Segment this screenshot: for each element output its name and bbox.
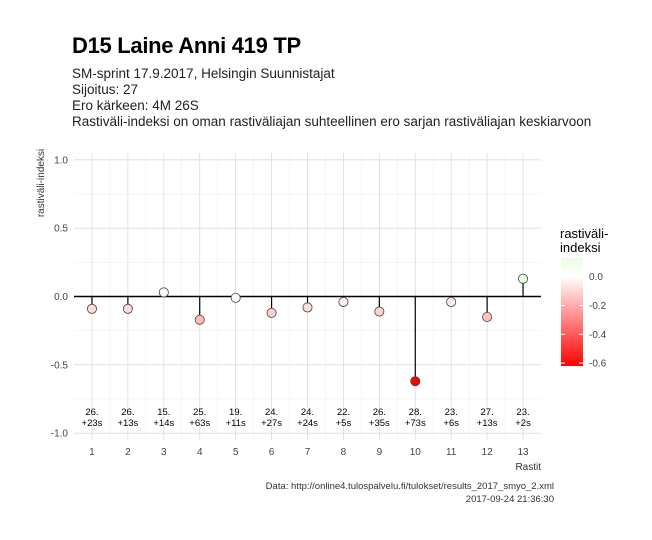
rank-label-8: 22.: [337, 407, 350, 418]
point-1: [86, 303, 97, 314]
y-tick-label: -1.0: [51, 429, 69, 440]
legend-title-line-1: rastiväli-: [560, 226, 608, 241]
rank-label-9: 26.: [373, 407, 386, 418]
x-tick-label: 2: [125, 447, 131, 458]
point-10: [410, 376, 421, 387]
subtitle-line-description: Rastiväli-indeksi on oman rastiväliajan …: [72, 114, 592, 129]
legend-tick-label: -0.4: [589, 330, 607, 341]
point-9: [374, 306, 385, 317]
rank-label-6: 24.: [265, 407, 278, 418]
point-4: [194, 314, 205, 325]
legend-ticks: 0.0 -0.2 -0.4 -0.6: [561, 272, 607, 370]
point-13: [518, 273, 529, 284]
diff-label-8: +5s: [336, 418, 352, 429]
diff-label-13: +2s: [515, 418, 531, 429]
diff-label-7: +24s: [297, 418, 318, 429]
rank-label-11: 23.: [445, 407, 458, 418]
legend-tick-label: -0.6: [589, 359, 607, 370]
diff-label-9: +35s: [369, 418, 390, 429]
diff-label-4: +63s: [189, 418, 210, 429]
subtitle-line-event: SM-sprint 17.9.2017, Helsingin Suunnista…: [72, 66, 335, 81]
x-tick-label: 8: [341, 447, 347, 458]
y-tick-label: 0.5: [54, 224, 68, 235]
data-source-caption: Data: http://online4.tulospalvelu.fi/tul…: [265, 481, 554, 492]
rank-label-13: 23.: [516, 407, 529, 418]
point-12: [482, 311, 493, 322]
rank-label-4: 25.: [193, 407, 206, 418]
x-tick-label: 11: [446, 447, 457, 458]
x-axis: 1 2 3 4 5 6 7 8 9 10 11 12 13: [89, 447, 529, 458]
rank-label-2: 26.: [121, 407, 134, 418]
legend-color-bar: [561, 258, 583, 366]
x-tick-label: 7: [305, 447, 311, 458]
rank-label-3: 15.: [157, 407, 170, 418]
subtitle-line-rank: Sijoitus: 27: [72, 82, 139, 97]
y-tick-label: 0.0: [54, 292, 68, 303]
y-tick-label: -0.5: [51, 360, 69, 371]
chart-title: D15 Laine Anni 419 TP: [72, 33, 301, 58]
diff-label-1: +23s: [82, 418, 103, 429]
point-3: [158, 287, 169, 298]
subtitle-line-gap: Ero kärkeen: 4M 26S: [72, 98, 199, 113]
point-6: [266, 307, 277, 318]
point-labels: 26.+23s26.+13s15.+14s25.+63s19.+11s24.+2…: [82, 407, 532, 429]
x-tick-label: 4: [197, 447, 203, 458]
x-tick-label: 10: [410, 447, 422, 458]
x-tick-label: 5: [233, 447, 239, 458]
rank-label-7: 24.: [301, 407, 314, 418]
y-axis-title: rastiväli-indeksi: [36, 149, 47, 217]
rank-label-10: 28.: [409, 407, 422, 418]
rank-label-12: 27.: [481, 407, 494, 418]
diff-label-5: +11s: [226, 418, 246, 429]
data-points: [86, 273, 529, 387]
x-tick-label: 12: [482, 447, 494, 458]
diff-label-3: +14s: [153, 418, 174, 429]
timestamp-caption: 2017-09-24 21:36:30: [465, 494, 554, 505]
legend-tick-label: 0.0: [589, 272, 603, 283]
point-5: [230, 292, 241, 303]
diff-label-2: +13s: [117, 418, 138, 429]
x-tick-label: 1: [89, 447, 95, 458]
diff-label-11: +6s: [443, 418, 459, 429]
color-legend: rastiväli- indeksi 0.0 -0.2 -0.4 -0.6: [560, 226, 608, 370]
y-tick-label: 1.0: [54, 155, 68, 166]
diff-label-10: +73s: [405, 418, 426, 429]
y-axis: 1.0 0.5 0.0 -0.5 -1.0: [51, 155, 69, 439]
diff-label-6: +27s: [261, 418, 282, 429]
x-tick-label: 6: [269, 447, 275, 458]
diff-label-12: +13s: [477, 418, 498, 429]
point-11: [446, 296, 457, 307]
rank-label-5: 19.: [229, 407, 242, 418]
x-tick-label: 9: [377, 447, 383, 458]
point-2: [122, 303, 133, 314]
point-8: [338, 296, 349, 307]
x-tick-label: 13: [517, 447, 529, 458]
x-axis-title: Rastit: [515, 462, 541, 473]
rank-label-1: 26.: [85, 407, 98, 418]
legend-title-line-2: indeksi: [560, 240, 601, 255]
point-7: [302, 302, 313, 313]
x-tick-label: 3: [161, 447, 167, 458]
legend-tick-label: -0.2: [589, 301, 607, 312]
